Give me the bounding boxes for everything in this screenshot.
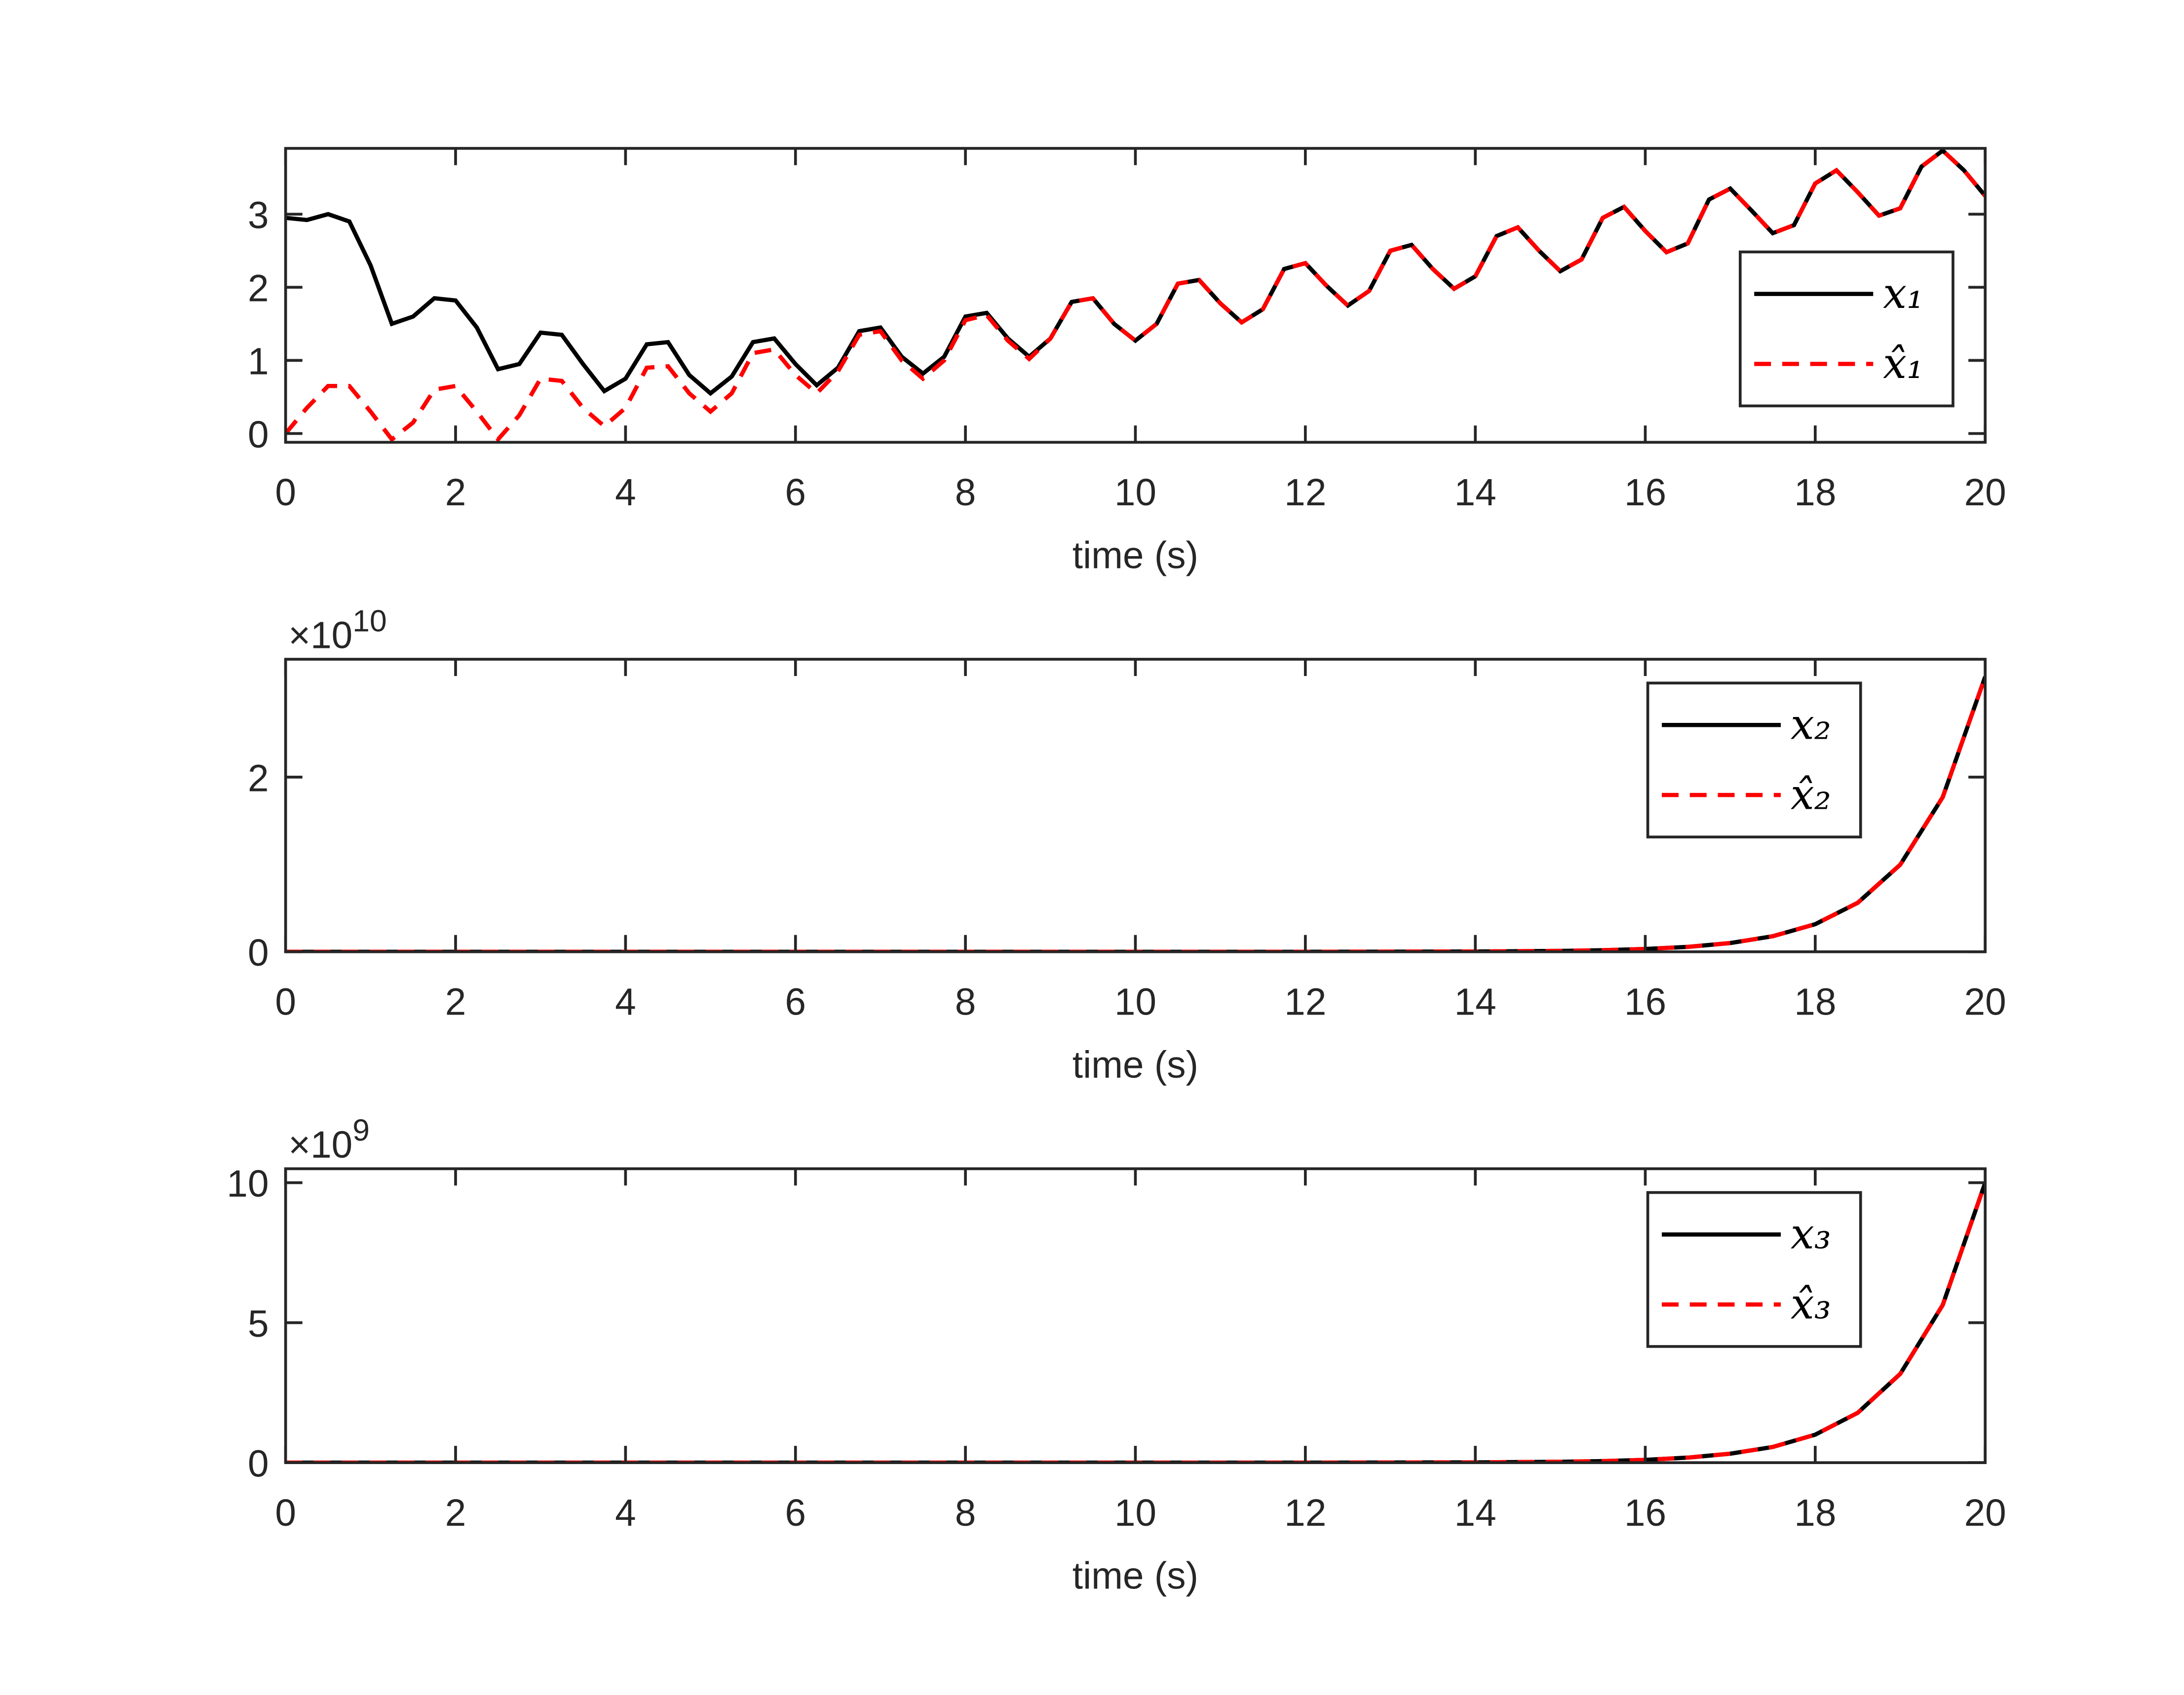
axes-box xyxy=(284,147,1987,444)
y-multiplier-exponent: 10 xyxy=(352,604,386,638)
y-tick-label: 2 xyxy=(248,757,269,799)
y-multiplier-base: ×10 xyxy=(288,614,352,656)
x-tick-label: 16 xyxy=(1624,981,1666,1023)
series-line xyxy=(285,1182,1986,1463)
x-tick-label: 2 xyxy=(445,981,466,1023)
x-tick-label: 20 xyxy=(1964,1492,2006,1534)
x-tick-label: 4 xyxy=(615,981,636,1023)
y-tick-label: 0 xyxy=(248,414,269,456)
x-tick-label: 18 xyxy=(1794,981,1836,1023)
x-tick-label: 2 xyxy=(445,1492,466,1534)
x-tick-label: 10 xyxy=(1114,981,1156,1023)
x-tick-label: 16 xyxy=(1624,1492,1666,1534)
x-tick-label: 18 xyxy=(1794,1492,1836,1534)
x-tick-label: 12 xyxy=(1284,981,1326,1023)
legend-label: x̂₃ xyxy=(1791,1280,1831,1329)
x-tick-label: 10 xyxy=(1114,1492,1156,1534)
legend-label: x₃ xyxy=(1791,1210,1831,1259)
y-tick-label: 5 xyxy=(248,1303,269,1345)
x-tick-label: 14 xyxy=(1455,981,1496,1023)
x-axis-label: time (s) xyxy=(1073,535,1198,577)
series-line xyxy=(285,148,1986,443)
y-tick-label: 10 xyxy=(227,1163,268,1205)
x-tick-label: 0 xyxy=(275,1492,296,1534)
x-axis-label: time (s) xyxy=(1073,1044,1198,1086)
y-tick-label: 0 xyxy=(248,1443,269,1485)
y-tick-label: 1 xyxy=(248,341,269,383)
x-tick-label: 0 xyxy=(275,981,296,1023)
y-multiplier-base: ×10 xyxy=(288,1124,352,1166)
x-tick-label: 0 xyxy=(275,472,296,514)
x-tick-label: 20 xyxy=(1964,981,2006,1023)
y-tick-label: 2 xyxy=(248,268,269,310)
legend-label: x₁ xyxy=(1883,269,1923,318)
x-tick-label: 20 xyxy=(1964,472,2006,514)
x-tick-label: 14 xyxy=(1455,1492,1496,1534)
x-tick-label: 18 xyxy=(1794,472,1836,514)
legend-box xyxy=(1646,1191,1862,1348)
legend-label: x₂ xyxy=(1791,701,1831,750)
y-multiplier: ×109 xyxy=(288,1114,370,1166)
y-multiplier: ×1010 xyxy=(288,604,386,656)
x-tick-label: 6 xyxy=(785,981,806,1023)
legend-label: x̂₂ xyxy=(1791,770,1831,819)
x-tick-label: 4 xyxy=(615,472,636,514)
x-tick-label: 14 xyxy=(1455,472,1496,514)
x-tick-label: 12 xyxy=(1284,472,1326,514)
x-tick-label: 6 xyxy=(785,1492,806,1534)
y-tick-label: 3 xyxy=(248,194,269,236)
x-tick-label: 10 xyxy=(1114,472,1156,514)
y-tick-label: 0 xyxy=(248,932,269,974)
subplot: 0 2 4 6 8 10 12 14 16 18 20 0 5 10 time (s) ×109 x₃ x̂₃ xyxy=(227,1114,2006,1597)
legend-box xyxy=(1738,250,1954,408)
x-tick-label: 8 xyxy=(955,1492,976,1534)
x-tick-label: 16 xyxy=(1624,472,1666,514)
legend-box xyxy=(1646,681,1862,839)
x-tick-label: 12 xyxy=(1284,1492,1326,1534)
series-line xyxy=(285,148,1986,396)
legend-label: x̂₁ xyxy=(1883,339,1923,388)
x-tick-label: 2 xyxy=(445,472,466,514)
series-line xyxy=(285,676,1986,952)
x-tick-label: 6 xyxy=(785,472,806,514)
x-tick-label: 8 xyxy=(955,472,976,514)
x-tick-label: 4 xyxy=(615,1492,636,1534)
x-tick-label: 8 xyxy=(955,981,976,1023)
x-axis-label: time (s) xyxy=(1073,1555,1198,1597)
y-multiplier-exponent: 9 xyxy=(352,1114,370,1148)
